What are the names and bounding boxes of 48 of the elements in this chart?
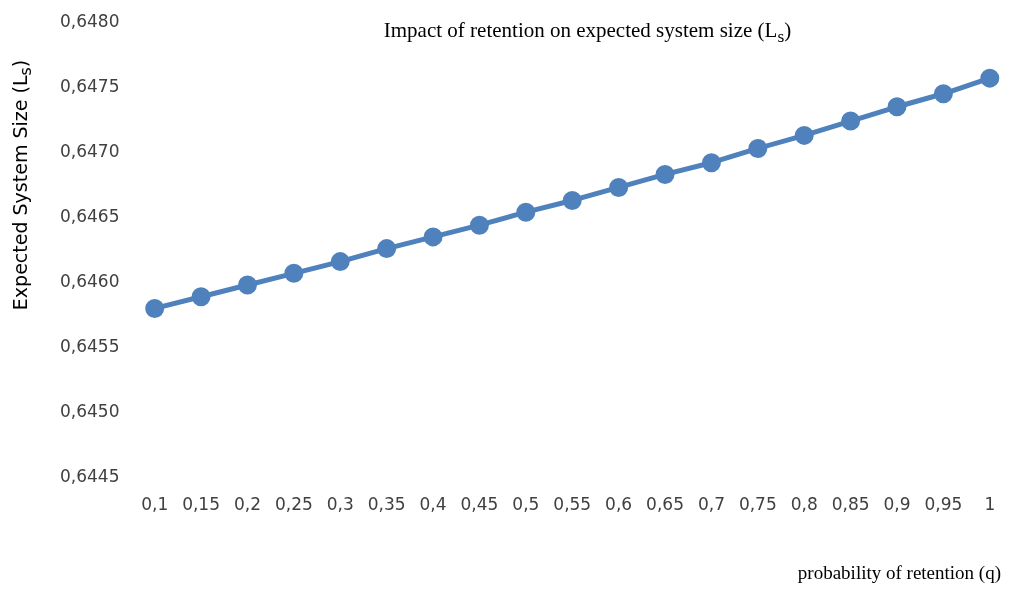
x-axis-title: probability of retention (q) bbox=[797, 562, 1001, 584]
x-tick-label: 0,55 bbox=[553, 494, 592, 515]
point bbox=[933, 84, 953, 104]
x-tick-label: 0,8 bbox=[790, 494, 818, 515]
point bbox=[887, 97, 907, 117]
point bbox=[423, 227, 443, 247]
point bbox=[145, 298, 165, 318]
point bbox=[655, 164, 675, 184]
y-tick-label: 0,6470 bbox=[60, 140, 120, 161]
point bbox=[841, 111, 861, 131]
x-tick-label: 0,1 bbox=[141, 494, 169, 515]
x-tick-label: 0,65 bbox=[646, 494, 684, 515]
point bbox=[469, 215, 489, 235]
point bbox=[748, 138, 768, 158]
y-tick-label: 0,6480 bbox=[60, 10, 120, 31]
x-tick-label: 0,4 bbox=[419, 494, 447, 515]
point bbox=[330, 252, 350, 272]
y-tick-label: 0,6450 bbox=[60, 400, 120, 421]
y-tick-label: 0,6445 bbox=[60, 466, 120, 487]
point bbox=[980, 68, 1000, 88]
x-tick-label: 0,5 bbox=[512, 494, 540, 515]
x-tick-label: 1 bbox=[984, 494, 996, 515]
point bbox=[516, 202, 536, 222]
x-tick-label: 0,75 bbox=[738, 494, 777, 515]
point bbox=[794, 125, 814, 145]
x-tick-label: 0,15 bbox=[182, 494, 221, 515]
point bbox=[377, 239, 397, 259]
x-tick-label: 0,45 bbox=[460, 494, 499, 515]
y-tick-label: 0,6455 bbox=[60, 335, 120, 356]
x-tick-label: 0,25 bbox=[274, 494, 313, 515]
x-tick-label: 0,7 bbox=[697, 494, 725, 515]
x-tick-label: 0,95 bbox=[924, 494, 963, 515]
point bbox=[701, 153, 721, 173]
y-tick-label: 0,6465 bbox=[60, 205, 120, 226]
x-tick-label: 0,9 bbox=[883, 494, 911, 515]
x-tick-label: 0,6 bbox=[605, 494, 633, 515]
chart-title: Impact of retention on expected system size (L$_{s}$) bbox=[382, 18, 793, 48]
point bbox=[191, 287, 211, 307]
x-tick-label: 0,85 bbox=[831, 494, 870, 515]
point bbox=[284, 263, 304, 283]
y-tick-label: 0,6460 bbox=[60, 270, 120, 291]
x-tick-label: 0,3 bbox=[326, 494, 354, 515]
point bbox=[609, 177, 629, 197]
x-tick-label: 0,2 bbox=[233, 494, 261, 515]
x-tick-label: 0,35 bbox=[367, 494, 406, 515]
point bbox=[237, 275, 257, 295]
point bbox=[562, 190, 582, 210]
y-tick-label: 0,6475 bbox=[60, 75, 120, 96]
